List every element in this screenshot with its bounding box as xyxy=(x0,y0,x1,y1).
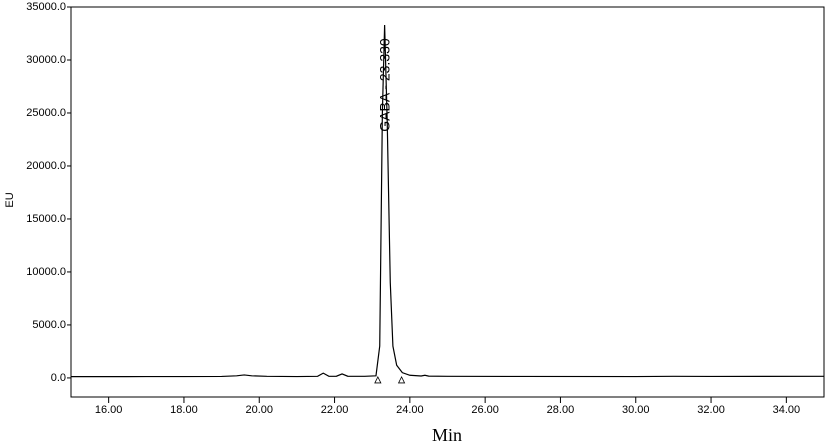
x-tick-label: 26.00 xyxy=(471,404,499,416)
y-tick-label: 35000.0 xyxy=(26,1,66,13)
peak-annotation: GABA - 23.330 xyxy=(376,38,392,132)
chromatogram-line xyxy=(71,25,825,378)
x-tick-label: 34.00 xyxy=(773,404,801,416)
peak-limit-marker xyxy=(397,376,406,384)
peak-limit-marker xyxy=(374,376,382,384)
y-tick-label: 5000.0 xyxy=(32,319,66,331)
x-tick-label: 32.00 xyxy=(697,404,725,416)
y-axis-label: EU xyxy=(4,192,16,207)
x-axis-label: Min xyxy=(432,425,462,445)
x-tick-label: 22.00 xyxy=(321,404,349,416)
x-tick-label: 18.00 xyxy=(170,404,198,416)
y-tick-label: 0.0 xyxy=(51,372,66,384)
plot-frame xyxy=(70,6,825,398)
x-tick-label: 16.00 xyxy=(95,404,123,416)
y-tick-label: 20000.0 xyxy=(26,160,66,172)
y-tick-label: 30000.0 xyxy=(26,54,66,66)
x-tick-label: 28.00 xyxy=(547,404,575,416)
y-tick-label: 15000.0 xyxy=(26,213,66,225)
x-tick-label: 30.00 xyxy=(622,404,650,416)
y-tick-label: 10000.0 xyxy=(26,266,66,278)
y-tick-label: 25000.0 xyxy=(26,107,66,119)
x-tick-label: 24.00 xyxy=(396,404,424,416)
x-tick-label: 20.00 xyxy=(245,404,273,416)
